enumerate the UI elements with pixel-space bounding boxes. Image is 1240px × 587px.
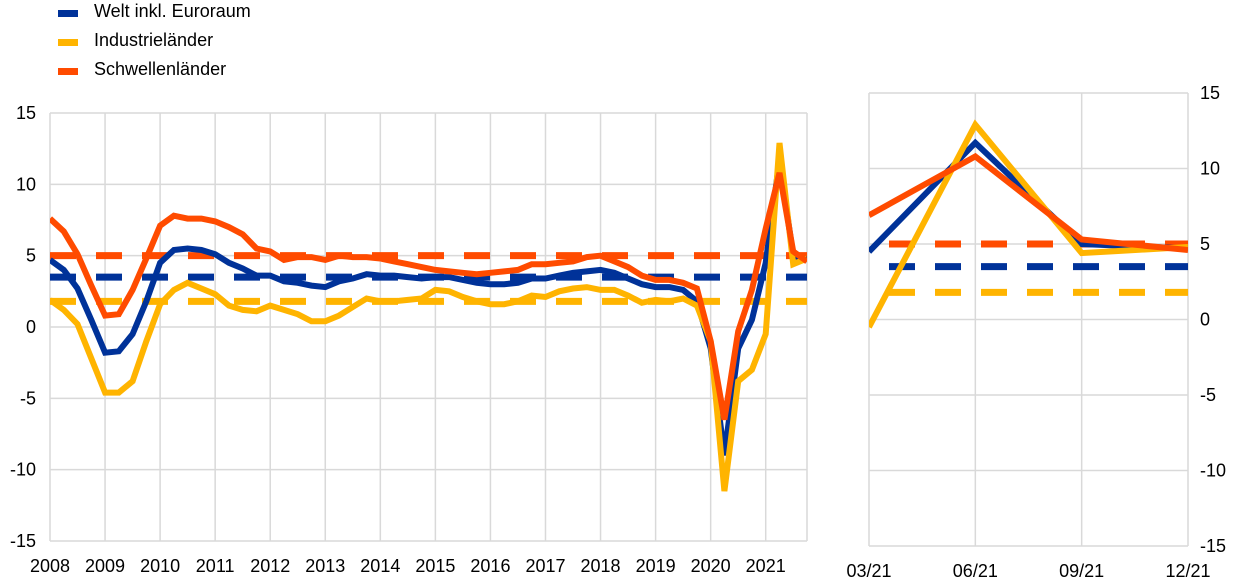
- legend-item-industrie: Industrieländer: [58, 29, 358, 58]
- legend-label: Schwellenländer: [94, 59, 227, 79]
- x-tick-label: 2018: [581, 556, 621, 576]
- x-tick-label: 06/21: [953, 561, 998, 581]
- legend-label: Industrieländer: [94, 30, 214, 50]
- y-tick-label: -5: [20, 388, 36, 408]
- y-tick-label: 5: [26, 246, 36, 266]
- legend-label: Welt inkl. Euroraum: [94, 1, 251, 21]
- legend-swatch-schwellen: [58, 68, 78, 75]
- y-tick-label: 5: [1200, 234, 1210, 254]
- chart-panel-2: 15 10 5 0 -5 -10 -15 03/21 06/21 09/21 12/21: [846, 83, 1226, 581]
- x-tick-label: 2011: [196, 556, 235, 576]
- y-tick-label: -10: [1200, 461, 1226, 481]
- x-tick-label: 2015: [415, 556, 455, 576]
- y-tick-label: 15: [16, 103, 36, 123]
- legend-swatch-welt: [58, 10, 78, 17]
- chart-panel-1: 15 10 5 0 -5 -10 -15 2008 2009 2010 2011 2012 2013 20…: [10, 103, 808, 576]
- y-tick-label: -15: [1200, 536, 1226, 556]
- x-tick-label: 2013: [305, 556, 345, 576]
- legend-item-schwellen: Schwellenländer: [58, 58, 358, 87]
- y-tick-label: 10: [16, 174, 36, 194]
- x-tick-label: 2016: [470, 556, 510, 576]
- series-line-industrie: [869, 119, 1188, 329]
- series-line-schwellen: [869, 152, 1188, 253]
- x-tick-label: 12/21: [1165, 561, 1210, 581]
- y-tick-label: 15: [1200, 83, 1220, 103]
- x-tick-label: 2009: [85, 556, 125, 576]
- y-tick-label: -15: [10, 531, 36, 551]
- x-tick-label: 09/21: [1059, 561, 1104, 581]
- x-tick-label: 2021: [746, 556, 786, 576]
- series-line-welt: [50, 159, 807, 456]
- y-tick-label: 0: [1200, 310, 1210, 330]
- x-tick-label: 2019: [636, 556, 676, 576]
- x-tick-label: 2014: [360, 556, 400, 576]
- x-tick-label: 2012: [250, 556, 290, 576]
- y-tick-label: 0: [26, 317, 36, 337]
- x-tick-label: 2008: [30, 556, 70, 576]
- legend-swatch-industrie: [58, 39, 78, 46]
- y-tick-label: -10: [10, 460, 36, 480]
- x-tick-label: 2020: [691, 556, 731, 576]
- series-line-schwellen: [50, 172, 807, 421]
- legend-item-welt: Welt inkl. Euroraum: [58, 0, 358, 29]
- series-line-industrie: [50, 142, 807, 492]
- x-tick-label: 2017: [525, 556, 565, 576]
- y-tick-label: 10: [1200, 159, 1220, 179]
- x-tick-label: 03/21: [846, 561, 891, 581]
- x-tick-label: 2010: [140, 556, 180, 576]
- y-tick-label: -5: [1200, 385, 1216, 405]
